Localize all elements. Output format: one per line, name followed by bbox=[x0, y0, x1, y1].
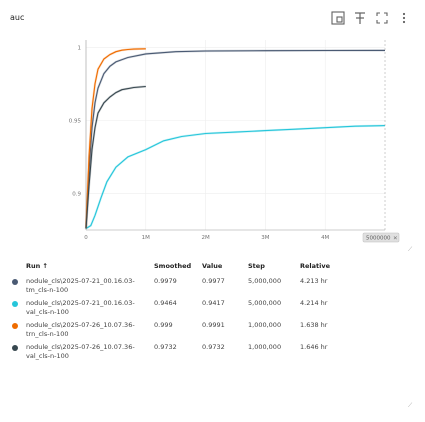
run-name: nodule_cls\2025-07-21_00.16.03-tm_cls-n-… bbox=[26, 277, 135, 294]
series-line bbox=[85, 49, 386, 229]
smoothed-value: 0.9979 bbox=[154, 277, 177, 285]
step-value: 1,000,000 bbox=[248, 321, 282, 329]
chart-axes bbox=[85, 40, 385, 231]
smoothed-value: 0.999 bbox=[154, 321, 173, 329]
smoothed-value: 0.9732 bbox=[154, 343, 177, 351]
column-header-value[interactable]: Value bbox=[202, 262, 223, 270]
raw-value: 0.9991 bbox=[202, 321, 225, 329]
x-cursor-label: 5000000 bbox=[366, 236, 391, 242]
run-name: nodule_cls\2025-07-21_00.16.03-val_cls-n… bbox=[26, 299, 135, 316]
column-header-smoothed[interactable]: Smoothed bbox=[154, 262, 192, 270]
chart-tick-labels: 0 1M 2M 3M 4M 0.9 0.95 1 bbox=[69, 45, 330, 241]
resize-handle-icon[interactable]: ⟋ bbox=[408, 402, 413, 409]
relative-time: 1.646 hr bbox=[300, 343, 328, 351]
series-line bbox=[85, 48, 146, 229]
x-tick-label: 1M bbox=[142, 235, 150, 241]
x-tick-label: 2M bbox=[201, 235, 209, 241]
column-header-run[interactable]: Run ↑ bbox=[26, 262, 48, 270]
table-row[interactable]: nodule_cls\2025-07-21_00.16.03-tm_cls-n-… bbox=[12, 275, 344, 297]
x-cursor-label-box[interactable] bbox=[362, 232, 400, 243]
x-tick-label: 0 bbox=[84, 235, 88, 241]
pin-button[interactable] bbox=[349, 9, 371, 27]
series-line bbox=[85, 85, 146, 229]
relative-time: 4.213 hr bbox=[300, 277, 328, 285]
raw-value: 0.9977 bbox=[202, 277, 225, 285]
fit-domain-icon bbox=[331, 11, 345, 25]
cursor-close-icon[interactable]: × bbox=[393, 236, 398, 242]
x-tick-label: 3M bbox=[261, 235, 269, 241]
series-color-dot bbox=[12, 279, 18, 285]
raw-value: 0.9732 bbox=[202, 343, 225, 351]
y-tick-label: 1 bbox=[78, 45, 82, 51]
table-row[interactable]: nodule_cls\2025-07-26_10.07.36-trn_cls-n… bbox=[12, 319, 344, 341]
table-row[interactable]: nodule_cls\2025-07-26_10.07.36-val_cls-n… bbox=[12, 341, 344, 363]
step-value: 1,000,000 bbox=[248, 343, 282, 351]
y-tick-label: 0.95 bbox=[69, 118, 82, 124]
table-header-row: Run ↑ Smoothed Value Step Relative bbox=[12, 258, 344, 275]
fit-domain-button[interactable] bbox=[327, 9, 349, 27]
table-row[interactable]: nodule_cls\2025-07-21_00.16.03-val_cls-n… bbox=[12, 297, 344, 319]
raw-value: 0.9417 bbox=[202, 299, 225, 307]
pin-icon bbox=[355, 12, 365, 24]
y-tick-label: 0.9 bbox=[72, 191, 81, 197]
series-line-raw bbox=[84, 49, 386, 229]
series-line-raw bbox=[85, 124, 386, 230]
series-color-dot bbox=[12, 345, 18, 351]
chart-toolbar bbox=[327, 9, 415, 27]
fullscreen-button[interactable] bbox=[371, 9, 393, 27]
x-cursor-readout[interactable]: 5000000 × bbox=[362, 40, 400, 243]
column-header-relative[interactable]: Relative bbox=[300, 262, 331, 270]
smoothed-value: 0.9464 bbox=[154, 299, 177, 307]
line-chart[interactable]: 0 1M 2M 3M 4M 0.9 0.95 1 5000000 × bbox=[0, 0, 425, 250]
fullscreen-icon bbox=[376, 12, 388, 24]
series-color-dot bbox=[12, 301, 18, 307]
step-value: 5,000,000 bbox=[248, 299, 282, 307]
run-name: nodule_cls\2025-07-26_10.07.36-val_cls-n… bbox=[26, 343, 135, 360]
column-header-step[interactable]: Step bbox=[248, 262, 265, 270]
step-value: 5,000,000 bbox=[248, 277, 282, 285]
more-vert-icon bbox=[402, 12, 406, 24]
relative-time: 4.214 hr bbox=[300, 299, 328, 307]
runs-table: Run ↑ Smoothed Value Step Relative nodul… bbox=[12, 258, 344, 363]
series-line-raw bbox=[84, 47, 146, 229]
x-tick-label: 4M bbox=[321, 235, 329, 241]
chart-series-group bbox=[84, 47, 386, 230]
chart-grid bbox=[85, 40, 385, 230]
relative-time: 1.638 hr bbox=[300, 321, 328, 329]
more-options-button[interactable] bbox=[393, 9, 415, 27]
chart-title: auc bbox=[10, 13, 25, 22]
series-line bbox=[85, 125, 386, 229]
run-name: nodule_cls\2025-07-26_10.07.36-trn_cls-n… bbox=[26, 321, 135, 338]
resize-handle-icon[interactable]: ⟋ bbox=[408, 246, 413, 253]
series-color-dot bbox=[12, 323, 18, 329]
